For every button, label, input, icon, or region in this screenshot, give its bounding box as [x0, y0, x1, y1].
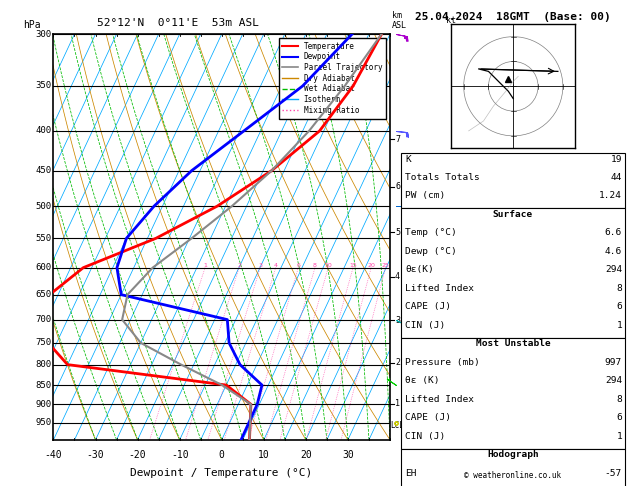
Text: 550: 550	[36, 234, 52, 243]
Text: 6: 6	[296, 262, 300, 268]
Text: hPa: hPa	[23, 20, 41, 30]
Text: Temp (°C): Temp (°C)	[405, 228, 457, 238]
Text: CIN (J): CIN (J)	[405, 432, 445, 441]
Text: 600: 600	[36, 263, 52, 272]
Text: -10: -10	[171, 450, 189, 460]
Text: 7: 7	[395, 135, 400, 144]
Text: 2: 2	[395, 358, 400, 367]
Text: 4: 4	[395, 272, 400, 281]
Text: 19: 19	[611, 155, 622, 164]
Text: 850: 850	[36, 381, 52, 390]
Text: 950: 950	[36, 418, 52, 427]
Text: km
ASL: km ASL	[392, 11, 407, 30]
Text: 294: 294	[605, 265, 622, 275]
Text: Dewpoint / Temperature (°C): Dewpoint / Temperature (°C)	[130, 468, 313, 478]
Text: kt: kt	[447, 16, 457, 25]
Text: 8: 8	[313, 262, 317, 268]
Text: 15: 15	[349, 262, 357, 268]
Text: 25.04.2024  18GMT  (Base: 00): 25.04.2024 18GMT (Base: 00)	[415, 12, 611, 22]
Text: Totals Totals: Totals Totals	[405, 173, 480, 182]
Text: 700: 700	[36, 315, 52, 324]
Text: 6: 6	[616, 413, 622, 422]
Text: CIN (J): CIN (J)	[405, 321, 445, 330]
Text: 350: 350	[36, 82, 52, 90]
Text: Mixing Ratio (g/kg): Mixing Ratio (g/kg)	[406, 190, 415, 284]
Text: 1: 1	[616, 321, 622, 330]
Text: 10: 10	[258, 450, 270, 460]
Text: 400: 400	[36, 126, 52, 136]
Text: 650: 650	[36, 290, 52, 299]
Text: 450: 450	[36, 166, 52, 175]
Text: 5: 5	[395, 227, 400, 237]
Text: 997: 997	[605, 358, 622, 367]
Text: -57: -57	[605, 469, 622, 478]
Text: θε(K): θε(K)	[405, 265, 434, 275]
Text: 20: 20	[367, 262, 375, 268]
Text: 6: 6	[395, 182, 400, 191]
Text: CAPE (J): CAPE (J)	[405, 413, 451, 422]
Text: 294: 294	[605, 376, 622, 385]
Text: 8: 8	[616, 395, 622, 404]
Text: 10: 10	[325, 262, 332, 268]
Text: LCL: LCL	[390, 420, 404, 430]
Text: 0: 0	[219, 450, 225, 460]
Legend: Temperature, Dewpoint, Parcel Trajectory, Dry Adiabat, Wet Adiabat, Isotherm, Mi: Temperature, Dewpoint, Parcel Trajectory…	[279, 38, 386, 119]
Text: -20: -20	[129, 450, 147, 460]
Text: 1.24: 1.24	[599, 191, 622, 201]
Text: 500: 500	[36, 202, 52, 211]
Text: 44: 44	[611, 173, 622, 182]
Text: Lifted Index: Lifted Index	[405, 284, 474, 293]
Text: 2: 2	[237, 262, 241, 268]
Text: Most Unstable: Most Unstable	[476, 339, 550, 348]
Text: PW (cm): PW (cm)	[405, 191, 445, 201]
Text: 750: 750	[36, 338, 52, 347]
Text: 1: 1	[395, 399, 400, 408]
Text: K: K	[405, 155, 411, 164]
Text: 25: 25	[382, 262, 389, 268]
Text: 30: 30	[342, 450, 353, 460]
Text: 6: 6	[616, 302, 622, 312]
Text: 6.6: 6.6	[605, 228, 622, 238]
Text: 20: 20	[300, 450, 312, 460]
Text: 52°12'N  0°11'E  53m ASL: 52°12'N 0°11'E 53m ASL	[97, 18, 259, 28]
Text: EH: EH	[405, 469, 416, 478]
Text: 3: 3	[258, 262, 262, 268]
Text: Pressure (mb): Pressure (mb)	[405, 358, 480, 367]
Text: 900: 900	[36, 400, 52, 409]
Text: Lifted Index: Lifted Index	[405, 395, 474, 404]
Text: 4.6: 4.6	[605, 247, 622, 256]
Text: 1: 1	[203, 262, 207, 268]
Text: CAPE (J): CAPE (J)	[405, 302, 451, 312]
Text: 8: 8	[616, 284, 622, 293]
Text: Hodograph: Hodograph	[487, 450, 539, 459]
Text: 3: 3	[395, 315, 400, 325]
Text: θε (K): θε (K)	[405, 376, 440, 385]
Text: 800: 800	[36, 360, 52, 369]
Text: © weatheronline.co.uk: © weatheronline.co.uk	[464, 471, 562, 480]
Text: Dewp (°C): Dewp (°C)	[405, 247, 457, 256]
Text: -30: -30	[87, 450, 104, 460]
Text: 300: 300	[36, 30, 52, 38]
Text: -40: -40	[45, 450, 62, 460]
Text: Surface: Surface	[493, 210, 533, 219]
Text: 1: 1	[616, 432, 622, 441]
Text: 4: 4	[274, 262, 277, 268]
